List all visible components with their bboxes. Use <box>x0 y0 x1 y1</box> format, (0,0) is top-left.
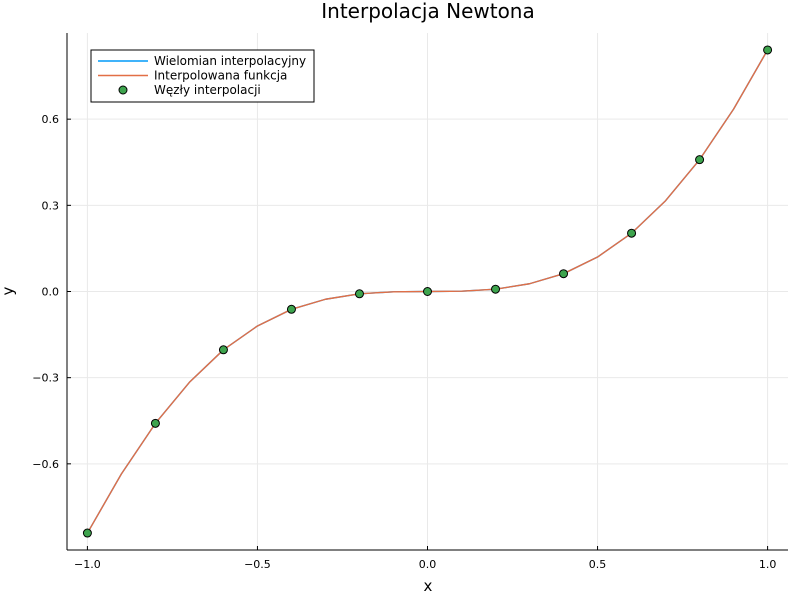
y-tick-label: 0.3 <box>42 199 60 212</box>
grid <box>67 33 788 550</box>
x-tick-label: 1.0 <box>759 558 777 571</box>
interpolation-node-point <box>286 304 296 314</box>
x-axis-label: x <box>424 577 433 595</box>
x-tick-label: −1.0 <box>74 558 101 571</box>
legend-label: Wielomian interpolacyjny <box>154 54 306 68</box>
plot-area <box>82 45 773 538</box>
x-tick-label: 0.5 <box>589 558 607 571</box>
y-tick-label: 0.0 <box>42 286 60 299</box>
interpolation-node-point <box>627 228 637 238</box>
legend-label: Węzły interpolacji <box>154 83 261 97</box>
y-tick-label: −0.3 <box>32 372 59 385</box>
interpolation-node-point <box>423 287 432 296</box>
chart-title: Interpolacja Newtona <box>321 0 535 23</box>
y-axis-label: y <box>0 286 17 295</box>
x-tick-label: 0.0 <box>419 558 437 571</box>
legend-marker-swatch <box>118 85 128 95</box>
interpolation-node-point <box>354 289 364 299</box>
interpolation-node-point <box>218 345 228 355</box>
interpolation-node-point <box>559 269 569 279</box>
interpolation-node-point <box>150 418 160 428</box>
ticks: −1.0 −0.5 0.0 0.5 1.0 −0.6 −0.3 0.0 0.3 0.6 <box>32 113 776 571</box>
interpolation-node-point <box>491 284 501 294</box>
x-tick-label: −0.5 <box>244 558 271 571</box>
legend-label: Interpolowana funkcja <box>154 69 287 83</box>
interpolation-node-point <box>695 155 705 165</box>
y-tick-label: 0.6 <box>42 113 60 126</box>
interpolation-node-point <box>763 45 773 55</box>
interpolation-node-point <box>82 528 92 538</box>
y-tick-label: −0.6 <box>32 458 59 471</box>
